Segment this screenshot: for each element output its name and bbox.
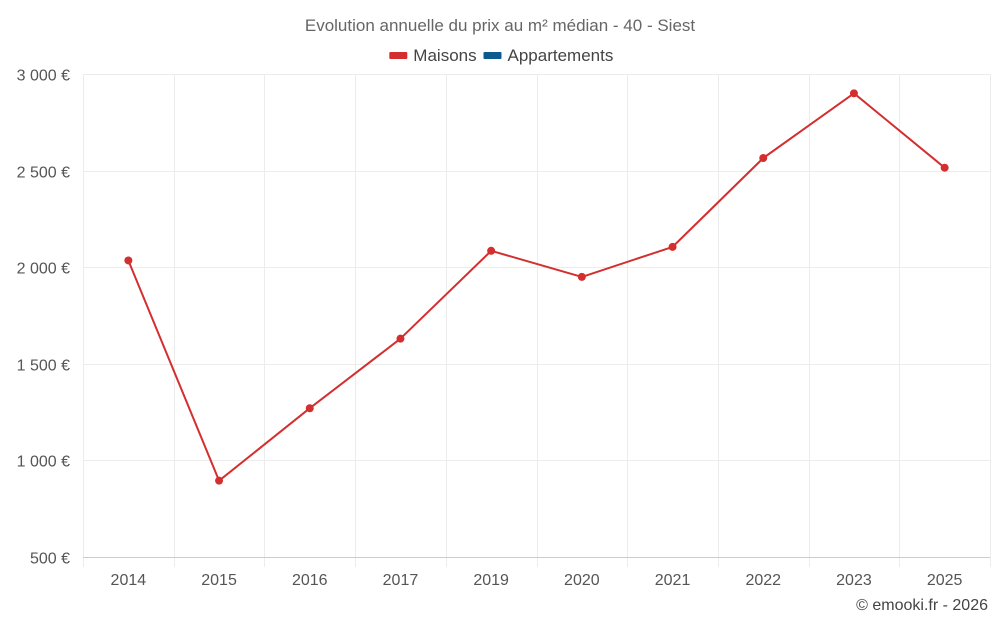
data-point-2020[interactable] (577, 272, 586, 281)
x-tick-label: 2021 (655, 572, 691, 589)
x-gridlines (83, 74, 991, 567)
legend-item-appartements[interactable]: Appartements (483, 46, 614, 65)
chart-legend: Maisons Appartements (389, 46, 613, 65)
data-point-2014[interactable] (124, 256, 133, 265)
x-tick-label: 2019 (473, 572, 509, 589)
x-tick-label: 2023 (836, 572, 872, 589)
legend-label: Appartements (508, 46, 614, 65)
y-tick-label: 2 000 € (17, 261, 70, 278)
legend-item-maisons[interactable]: Maisons (389, 46, 477, 65)
y-tick-label: 2 500 € (17, 165, 70, 182)
x-tick-label: 2016 (292, 572, 328, 589)
data-point-2019[interactable] (487, 246, 496, 255)
y-tick-label: 1 500 € (17, 358, 70, 375)
credit-text: © emooki.fr - 2026 (856, 597, 988, 614)
x-tick-label: 2015 (201, 572, 237, 589)
x-axis-ticks: 2014 2015 2016 2017 2019 2020 2021 2022 2023 2025 (111, 572, 963, 589)
series-layer (124, 89, 949, 485)
series-maisons (124, 89, 949, 485)
chart-title: Evolution annuelle du prix au m² médian … (305, 16, 696, 35)
y-tick-label: 3 000 € (17, 68, 70, 85)
series-line (127, 92, 946, 482)
data-point-2021[interactable] (668, 242, 677, 251)
x-tick-label: 2020 (564, 572, 600, 589)
data-point-2015[interactable] (215, 476, 224, 485)
data-point-2022[interactable] (759, 154, 768, 163)
data-point-2016[interactable] (305, 404, 314, 413)
legend-swatch (389, 52, 408, 59)
y-axis-ticks: 500 € 1 000 € 1 500 € 2 000 € 2 500 € 3 000 € (17, 68, 70, 568)
y-tick-label: 500 € (30, 551, 70, 568)
y-gridlines (83, 74, 990, 558)
legend-label: Maisons (413, 46, 476, 65)
y-tick-label: 1 000 € (17, 454, 70, 471)
data-point-2017[interactable] (396, 334, 405, 343)
x-tick-label: 2014 (111, 572, 147, 589)
x-tick-label: 2017 (383, 572, 419, 589)
x-tick-label: 2022 (745, 572, 781, 589)
x-tick-label: 2025 (927, 572, 963, 589)
legend-swatch (483, 52, 502, 59)
data-point-2025[interactable] (940, 163, 949, 172)
data-point-2023[interactable] (849, 89, 858, 98)
